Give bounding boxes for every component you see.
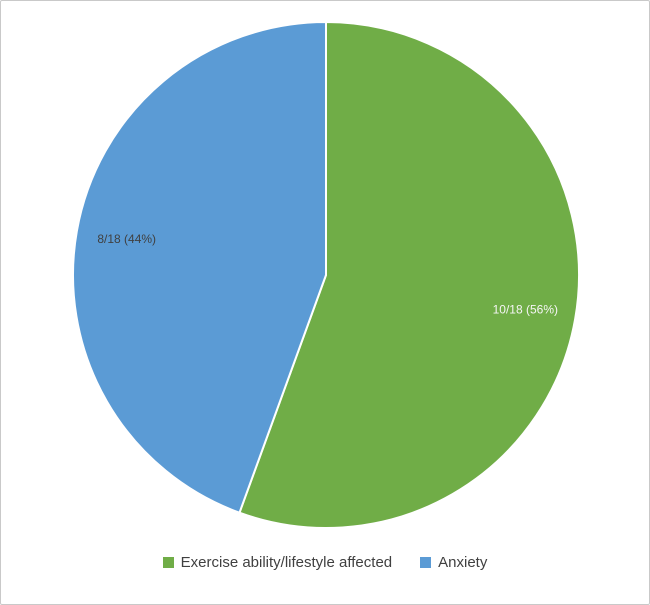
legend-label: Anxiety — [438, 554, 488, 571]
legend-item-exercise-ability-lifestyle-affected: Exercise ability/lifestyle affected — [162, 554, 393, 571]
pie-data-label-exercise-ability-lifestyle-affected: 10/18 (56%) — [493, 302, 558, 316]
pie-slice-anxiety — [72, 21, 327, 514]
legend-swatch-icon — [420, 557, 432, 568]
legend-swatch-icon — [162, 557, 174, 568]
legend-label: Exercise ability/lifestyle affected — [180, 554, 393, 571]
legend-item-anxiety: Anxiety — [420, 554, 487, 571]
pie-data-label-anxiety: 8/18 (44%) — [97, 232, 156, 246]
pie-slice-exercise-ability-lifestyle-affected — [238, 21, 580, 529]
chart-legend: Exercise ability/lifestyle affected Anxie… — [1, 554, 649, 571]
